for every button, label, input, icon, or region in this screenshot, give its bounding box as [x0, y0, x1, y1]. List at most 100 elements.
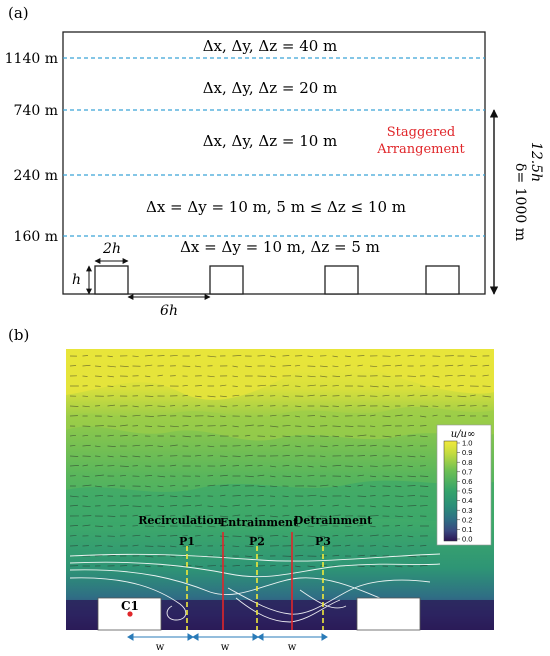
- vector-arrow: [294, 405, 302, 407]
- vector-arrow: [119, 525, 126, 527]
- delta-alt-label: 12.5h: [528, 142, 544, 182]
- spacing-label: 6h: [160, 303, 178, 319]
- vector-arrow: [194, 365, 202, 368]
- width-label-3: w: [288, 642, 297, 653]
- vector-arrow: [344, 374, 352, 377]
- vector-arrow: [157, 374, 163, 377]
- vector-arrow: [169, 555, 176, 558]
- vector-arrow: [107, 554, 116, 557]
- vector-arrow: [169, 495, 178, 497]
- vector-arrow: [469, 355, 477, 358]
- vector-arrow: [82, 375, 88, 377]
- colorbar-tick-label: 0.9: [462, 448, 472, 457]
- vector-arrow: [182, 535, 188, 537]
- vector-arrow: [82, 464, 89, 467]
- vector-arrow: [432, 375, 440, 378]
- vector-arrow: [119, 365, 129, 368]
- vector-arrow: [207, 505, 214, 508]
- vector-arrow: [382, 475, 390, 477]
- vector-arrow: [144, 415, 154, 417]
- vector-arrow: [394, 455, 402, 458]
- vector-arrow: [207, 484, 216, 487]
- vector-arrow: [444, 364, 454, 367]
- vector-arrow: [382, 394, 390, 397]
- vector-arrow: [457, 384, 464, 387]
- vector-arrow: [382, 424, 392, 427]
- vector-arrow: [357, 474, 364, 477]
- vector-arrow: [169, 504, 178, 507]
- layer-label-2: Δx, Δy, Δz = 20 m: [203, 79, 338, 97]
- vector-arrow: [432, 385, 440, 388]
- vector-arrow: [144, 565, 151, 568]
- vector-arrow: [307, 375, 316, 378]
- vector-arrow: [207, 415, 215, 417]
- vector-arrow: [207, 434, 216, 437]
- vector-arrow: [282, 565, 289, 567]
- vector-arrow: [357, 554, 365, 557]
- vector-arrow: [269, 425, 279, 428]
- vector-arrow: [257, 554, 264, 557]
- vector-arrow: [332, 435, 340, 438]
- vector-arrow: [107, 445, 116, 447]
- vector-arrow: [469, 394, 476, 397]
- vector-arrow: [407, 415, 413, 417]
- vector-arrow: [307, 504, 313, 507]
- vector-arrow: [344, 355, 351, 358]
- vector-arrow: [319, 535, 326, 538]
- vector-arrow: [169, 444, 178, 447]
- vector-arrow: [107, 415, 113, 417]
- vector-arrow: [182, 384, 188, 387]
- vector-arrow: [169, 535, 178, 537]
- vector-arrow: [382, 435, 392, 438]
- vector-arrow: [394, 565, 403, 568]
- vector-arrow: [144, 404, 153, 407]
- vector-arrow: [232, 365, 238, 368]
- vector-arrow: [232, 394, 240, 397]
- streamlines: [69, 553, 441, 623]
- vector-arrow: [219, 384, 227, 387]
- vector-arrow: [294, 534, 303, 537]
- region-recirculation: Recirculation: [138, 514, 221, 527]
- vector-arrow: [119, 385, 127, 388]
- vector-arrow: [282, 355, 290, 357]
- vector-arrow: [244, 464, 253, 467]
- vector-arrow: [132, 544, 139, 547]
- vector-arrow: [144, 385, 154, 387]
- height-label-240: 240 m: [14, 168, 58, 184]
- panel-b-buildings: [97, 597, 421, 631]
- vector-arrow: [407, 555, 417, 558]
- vector-arrow: [182, 505, 192, 507]
- vector-arrow: [207, 395, 216, 398]
- vector-arrow: [382, 505, 390, 507]
- vector-arrow: [307, 465, 314, 468]
- vector-arrow: [82, 484, 92, 487]
- vector-arrow: [307, 494, 317, 497]
- vector-arrow: [394, 434, 402, 437]
- vector-arrow: [319, 495, 327, 498]
- vector-arrow: [369, 425, 376, 427]
- vector-arrow: [307, 535, 317, 538]
- vector-arrow: [457, 414, 465, 417]
- vector-arrow: [232, 485, 241, 487]
- vector-arrow: [219, 484, 229, 487]
- vector-arrow: [307, 425, 315, 427]
- vector-arrow: [319, 484, 329, 487]
- vector-arrow: [344, 544, 351, 547]
- vector-arrow: [157, 514, 167, 517]
- vector-arrow: [394, 515, 404, 518]
- vector-arrow: [157, 534, 167, 537]
- vector-arrow: [94, 464, 104, 467]
- vector-arrow: [69, 365, 77, 367]
- colorbar-tick-label: 0.4: [462, 496, 472, 505]
- colorbar-tick-label: 0.6: [462, 477, 472, 486]
- vector-arrow: [132, 444, 141, 447]
- vector-arrow: [282, 514, 290, 517]
- vector-arrow: [219, 415, 226, 417]
- vector-arrow: [282, 535, 288, 537]
- vector-arrow: [194, 504, 202, 507]
- c1-marker: [127, 611, 133, 617]
- vector-arrow: [457, 364, 464, 367]
- vector-arrow: [282, 495, 289, 497]
- vector-arrow: [407, 545, 415, 547]
- vector-arrow: [232, 524, 239, 527]
